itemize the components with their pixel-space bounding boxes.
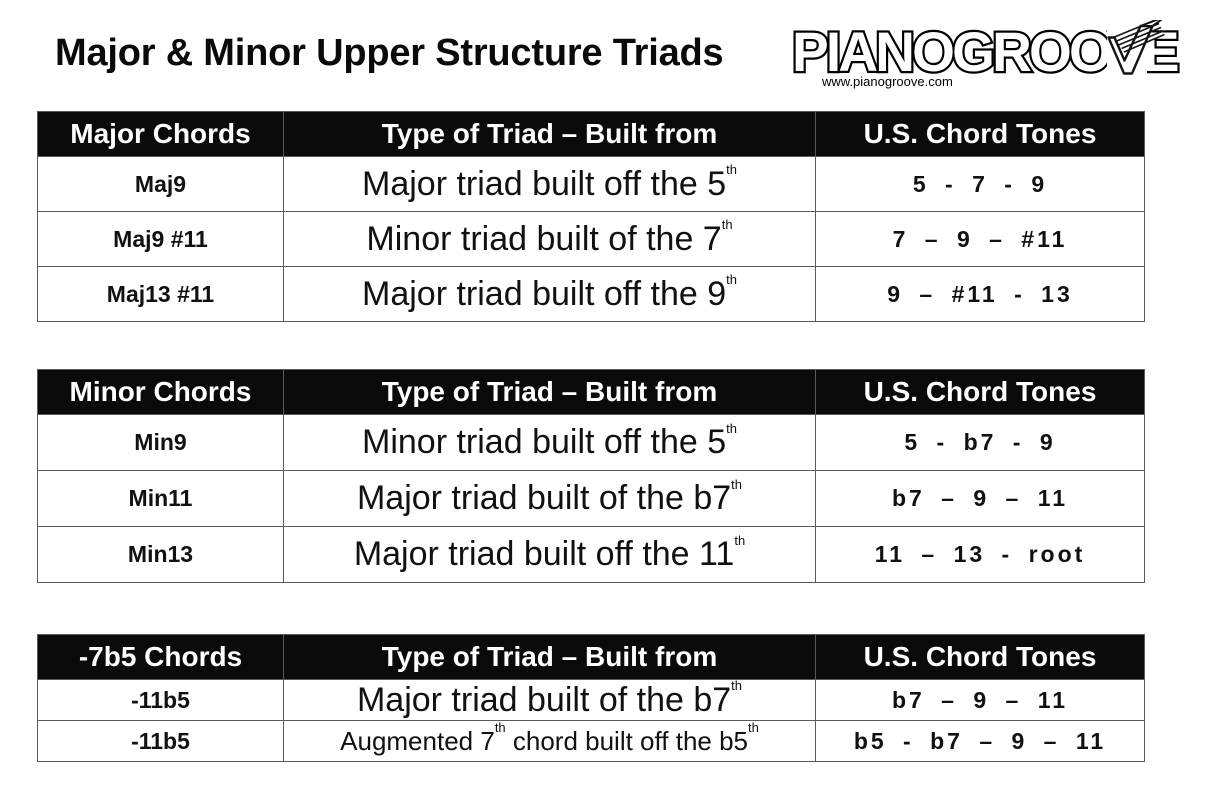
svg-text:www.pianogroove.com: www.pianogroove.com	[821, 74, 953, 89]
